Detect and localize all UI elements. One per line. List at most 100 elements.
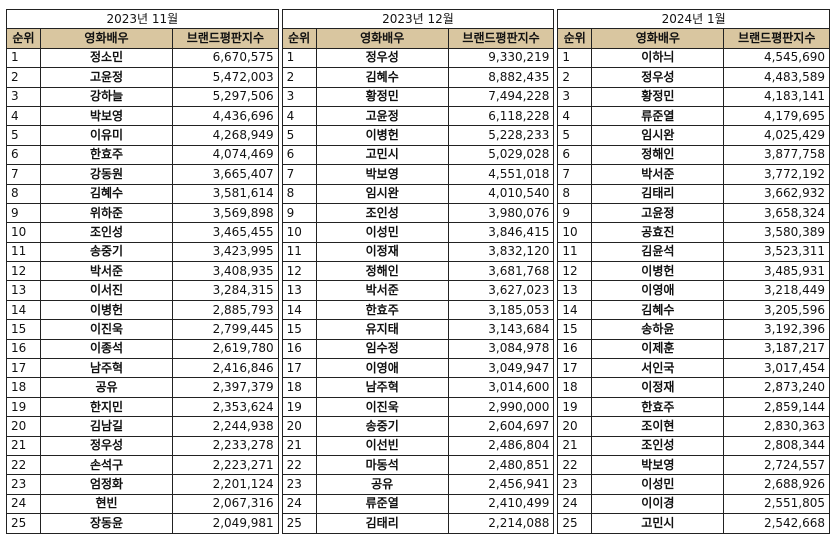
actor-name-cell: 정소민	[39, 47, 174, 69]
rank-cell: 4	[6, 105, 41, 127]
rank-cell: 22	[6, 454, 41, 476]
rank-cell: 4	[557, 105, 593, 127]
table-row: 19 한효주 2,859,144	[557, 396, 830, 418]
actor-name-cell: 정해인	[591, 144, 725, 166]
rank-cell: 18	[557, 377, 593, 398]
header-row: 순위 영화배우 브랜드평판지수	[6, 28, 279, 49]
table-row: 3 황정민 7,494,228	[281, 86, 555, 107]
rank-cell: 20	[6, 416, 41, 437]
table-row: 25 김태리 2,214,088	[281, 513, 555, 534]
score-cell: 2,223,271	[172, 454, 279, 476]
score-cell: 2,799,445	[172, 319, 279, 340]
table-row: 16 임수정 3,084,978	[281, 338, 555, 360]
score-cell: 4,025,429	[723, 125, 830, 146]
table-row: 5 임시완 4,025,429	[557, 125, 830, 146]
score-header: 브랜드평판지수	[172, 28, 279, 49]
actor-name-cell: 위하준	[39, 202, 174, 224]
actor-name-cell: 이영애	[591, 280, 725, 301]
table-row: 23 엄정화 2,201,124	[6, 474, 279, 495]
actor-header: 영화배우	[315, 28, 449, 49]
rank-cell: 21	[281, 435, 317, 456]
score-cell: 3,772,192	[723, 164, 830, 185]
actor-name-cell: 이영애	[315, 358, 449, 379]
score-cell: 2,542,668	[723, 513, 830, 534]
actor-name-cell: 김윤석	[591, 241, 725, 263]
score-cell: 8,882,435	[447, 67, 555, 88]
actor-name-cell: 김태리	[315, 513, 449, 534]
score-cell: 5,029,028	[447, 144, 555, 166]
score-cell: 3,681,768	[447, 261, 555, 282]
table-row: 2 고윤정 5,472,003	[6, 67, 279, 88]
table-row: 7 박서준 3,772,192	[557, 164, 830, 185]
rank-cell: 18	[281, 377, 317, 398]
table-row: 7 박보영 4,551,018	[281, 164, 555, 185]
actor-name-cell: 이종석	[39, 338, 174, 360]
rank-cell: 16	[6, 338, 41, 360]
rank-cell: 20	[281, 416, 317, 437]
table-row: 17 남주혁 2,416,846	[6, 358, 279, 379]
score-cell: 3,423,995	[172, 241, 279, 263]
table-row: 15 이진욱 2,799,445	[6, 319, 279, 340]
rank-cell: 11	[557, 241, 593, 263]
table-row: 20 김남길 2,244,938	[6, 416, 279, 437]
score-cell: 5,228,233	[447, 125, 555, 146]
actor-name-cell: 현빈	[39, 493, 174, 515]
actor-name-cell: 송중기	[315, 416, 449, 437]
actor-name-cell: 정우성	[315, 47, 449, 69]
table-row: 6 정해인 3,877,758	[557, 144, 830, 166]
table-row: 20 조이현 2,830,363	[557, 416, 830, 437]
actor-name-cell: 손석구	[39, 454, 174, 476]
table-row: 19 이진욱 2,990,000	[281, 396, 555, 418]
actor-name-cell: 고윤정	[591, 202, 725, 224]
actor-name-cell: 박서준	[315, 280, 449, 301]
score-cell: 2,353,624	[172, 396, 279, 418]
score-cell: 3,980,076	[447, 202, 555, 224]
ranking-table: 2023년 11월 순위 영화배우 브랜드평판지수 1 정소민 6,670,575 2 고윤정 5…	[6, 8, 279, 534]
score-cell: 2,604,697	[447, 416, 555, 437]
actor-name-cell: 고민시	[591, 513, 725, 534]
rank-cell: 8	[281, 183, 317, 204]
table-row: 2 정우성 4,483,589	[557, 67, 830, 88]
score-cell: 3,832,120	[447, 241, 555, 263]
header-row: 순위 영화배우 브랜드평판지수	[281, 28, 555, 49]
table-row: 5 이병헌 5,228,233	[281, 125, 555, 146]
score-cell: 2,410,499	[447, 493, 555, 515]
actor-header: 영화배우	[39, 28, 174, 49]
score-cell: 2,873,240	[723, 377, 830, 398]
table-row: 23 이성민 2,688,926	[557, 474, 830, 495]
actor-name-cell: 공유	[39, 377, 174, 398]
actor-name-cell: 류준열	[315, 493, 449, 515]
rank-header: 순위	[6, 28, 41, 49]
score-cell: 4,483,589	[723, 67, 830, 88]
rank-cell: 23	[281, 474, 317, 495]
rank-cell: 13	[281, 280, 317, 301]
rank-cell: 13	[6, 280, 41, 301]
table-row: 18 남주혁 3,014,600	[281, 377, 555, 398]
rank-cell: 9	[6, 202, 41, 224]
rank-cell: 21	[557, 435, 593, 456]
actor-name-cell: 임시완	[591, 125, 725, 146]
rank-cell: 2	[557, 67, 593, 88]
score-cell: 2,416,846	[172, 358, 279, 379]
score-cell: 3,284,315	[172, 280, 279, 301]
rankings-container: 2023년 11월 순위 영화배우 브랜드평판지수 1 정소민 6,670,575 2 고윤정 5…	[6, 8, 830, 534]
actor-name-cell: 김혜수	[591, 299, 725, 321]
score-cell: 2,233,278	[172, 435, 279, 456]
score-cell: 7,494,228	[447, 86, 555, 107]
rank-cell: 7	[557, 164, 593, 185]
actor-name-cell: 정우성	[591, 67, 725, 88]
rank-cell: 25	[6, 513, 41, 534]
score-cell: 5,472,003	[172, 67, 279, 88]
score-cell: 2,688,926	[723, 474, 830, 495]
actor-name-cell: 이서진	[39, 280, 174, 301]
table-row: 15 유지태 3,143,684	[281, 319, 555, 340]
table-row: 9 위하준 3,569,898	[6, 202, 279, 224]
score-cell: 3,846,415	[447, 222, 555, 243]
table-row: 14 이병헌 2,885,793	[6, 299, 279, 321]
table-row: 13 이영애 3,218,449	[557, 280, 830, 301]
actor-name-cell: 정우성	[39, 435, 174, 456]
actor-name-cell: 공효진	[591, 222, 725, 243]
actor-name-cell: 이정재	[315, 241, 449, 263]
rank-cell: 10	[557, 222, 593, 243]
table-row: 5 이유미 4,268,949	[6, 125, 279, 146]
